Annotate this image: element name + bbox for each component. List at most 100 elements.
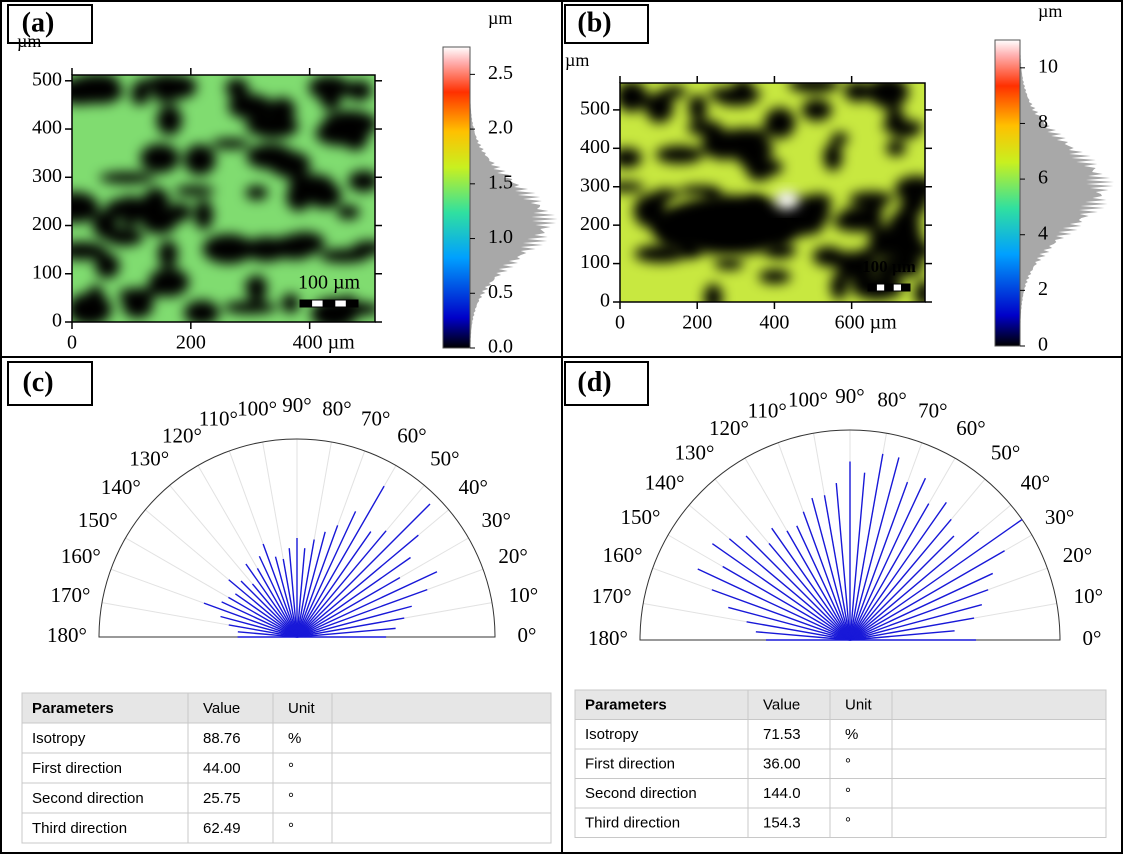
angle-label: 60° <box>956 416 985 440</box>
rose-ray <box>697 568 851 641</box>
scale-bar <box>345 299 359 308</box>
scale-bar <box>299 299 313 308</box>
rose-ray <box>849 572 994 641</box>
rose-outline <box>639 429 1061 641</box>
height-blob <box>830 132 849 145</box>
rose-ray <box>745 535 851 641</box>
colorbar-tick-label: 8 <box>1038 111 1048 133</box>
rose-ray <box>296 503 431 638</box>
angle-label: 30° <box>1045 505 1074 529</box>
height-blob <box>881 120 925 134</box>
y-tick-label: 200 <box>32 213 62 235</box>
height-blob <box>223 301 278 314</box>
rose-ray <box>849 617 975 641</box>
height-blob <box>888 241 925 261</box>
scale-bar <box>867 283 877 292</box>
angle-label: 140° <box>101 475 141 499</box>
x-tick-label: 600 µm <box>835 312 898 334</box>
angle-label: 170° <box>592 584 632 608</box>
table-cell: Second direction <box>585 785 697 802</box>
table-row <box>574 807 1107 838</box>
angle-label: 180° <box>47 623 87 647</box>
height-blob <box>888 209 921 240</box>
rose-ray <box>823 495 851 641</box>
angle-label: 40° <box>458 475 487 499</box>
angle-label: 120° <box>162 424 202 448</box>
angle-label: 50° <box>991 440 1020 464</box>
colorbar-tick-label: 2.5 <box>488 62 513 84</box>
x-tick-label: 200 <box>682 312 712 334</box>
height-blob <box>703 283 723 302</box>
panel-label: (d) <box>577 367 611 398</box>
rose-ray <box>296 531 326 638</box>
angle-label: 140° <box>645 470 685 494</box>
y-tick-label: 500 <box>580 97 610 119</box>
table-cell: ° <box>845 756 851 773</box>
angle-label: 90° <box>835 384 864 408</box>
table-row <box>21 722 552 754</box>
table-cell: 25.75 <box>203 790 241 807</box>
height-blob <box>245 116 298 137</box>
rose-ray <box>220 615 298 638</box>
y-tick-label: 100 <box>32 261 62 283</box>
scale-bar <box>901 283 911 292</box>
rose-ray <box>296 605 412 638</box>
colorbar <box>442 46 471 349</box>
scale-bar <box>875 283 886 292</box>
table-row <box>574 778 1107 809</box>
panel-label-box <box>564 361 649 406</box>
rose-ray <box>228 579 298 638</box>
table-cell: Isotropy <box>32 730 86 747</box>
angle-label: 170° <box>51 583 91 607</box>
angle-label: 150° <box>620 505 660 529</box>
angle-label: 50° <box>430 447 459 471</box>
colorbar <box>994 39 1021 347</box>
x-tick-label: 0 <box>615 312 625 334</box>
y-tick-label: 400 <box>32 117 62 139</box>
angle-label: 110° <box>199 407 238 431</box>
colorbar-tick-label: 4 <box>1038 222 1048 244</box>
rose-ray <box>746 621 851 641</box>
scale-bar <box>892 283 903 292</box>
height-blob <box>77 79 124 104</box>
height-blob <box>634 244 688 263</box>
height-blob <box>620 83 648 113</box>
rose-ray <box>296 548 306 638</box>
rose-ray <box>728 606 851 641</box>
table-header: Parameters <box>585 697 667 714</box>
rose-ray <box>811 497 851 641</box>
x-tick-label: 400 <box>759 312 789 334</box>
rose-ray <box>722 565 851 641</box>
panel-label: (a) <box>22 7 55 38</box>
height-blob <box>120 195 140 229</box>
colorbar-label: µm <box>488 8 512 28</box>
rose-ray <box>296 531 372 638</box>
height-blob <box>645 91 674 124</box>
colorbar-tick-label: 0 <box>1038 334 1048 356</box>
table-cell: ° <box>288 790 294 807</box>
angle-label: 100° <box>237 396 277 420</box>
y-axis-label: µm <box>17 31 41 51</box>
rose-ray <box>258 555 298 638</box>
rose-ray <box>849 457 900 641</box>
rose-ray <box>771 527 851 641</box>
height-blob <box>867 83 909 109</box>
rose-ray <box>245 563 298 638</box>
rose-ray <box>296 576 401 638</box>
rose-ray <box>711 543 851 641</box>
angle-label: 30° <box>481 508 510 532</box>
height-blob <box>348 170 375 193</box>
colorbar-tick-label: 6 <box>1038 167 1048 189</box>
rose-ray <box>296 627 396 638</box>
height-blob <box>183 300 220 322</box>
height-blob <box>764 107 796 139</box>
height-blob <box>281 293 300 314</box>
angle-label: 0° <box>1083 626 1102 650</box>
height-blob <box>620 147 642 169</box>
rose-ray <box>849 630 955 641</box>
table-row <box>21 812 552 844</box>
height-blob <box>156 104 183 136</box>
rose-ray <box>849 518 1023 641</box>
table-cell: Third direction <box>585 815 680 832</box>
